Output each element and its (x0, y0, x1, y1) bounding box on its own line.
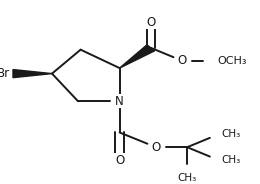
Text: O: O (146, 16, 155, 29)
Text: N: N (115, 95, 124, 108)
Text: CH₃: CH₃ (221, 155, 240, 165)
Text: O: O (115, 154, 124, 167)
Text: CH₃: CH₃ (178, 173, 197, 183)
Polygon shape (120, 45, 155, 68)
Text: Br: Br (0, 67, 10, 80)
Text: CH₃: CH₃ (221, 129, 240, 139)
Text: OCH₃: OCH₃ (217, 56, 246, 66)
Polygon shape (13, 70, 52, 78)
Text: O: O (151, 141, 161, 154)
Text: O: O (177, 54, 187, 67)
